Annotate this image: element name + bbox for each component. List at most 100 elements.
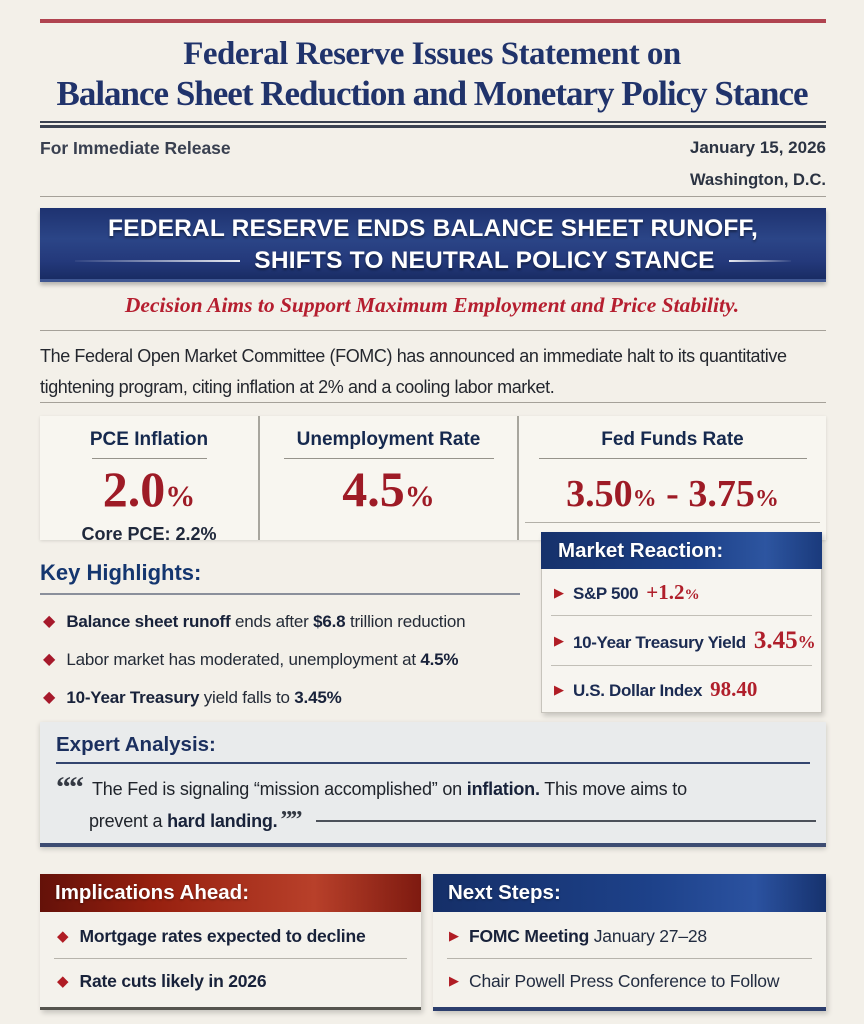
market-value: 98.40 [710,677,758,701]
implications-box: Implications Ahead: ◆ Mortgage rates expe… [40,874,421,1010]
text-segment: Labor market has moderated, unemployment… [66,650,421,669]
text-segment: yield falls to [199,688,295,707]
market-row: ▶ S&P 500 +1.2% [551,569,812,616]
expert-analysis-panel: Expert Analysis: ““ The Fed is signaling… [40,722,826,847]
diamond-bullet-icon: ◆ [43,651,56,668]
next-steps-heading: Next Steps: [433,874,826,912]
quote-text-1: The Fed is signaling “mission accomplish… [92,777,687,801]
stat-card-unemployment: Unemployment Rate 4.5% [258,416,517,540]
text-segment: Balance sheet runoff [66,612,231,631]
triangle-bullet-icon: ▶ [449,973,459,988]
next-steps-list: ▶ FOMC Meeting January 27–28 ▶ Chair Powell… [433,912,826,1007]
text-segment: ends after [230,612,314,631]
expert-quote-line2: prevent a hard landing. ”” [89,807,817,834]
stat-subvalue: Core PCE: 2.2% [81,524,217,544]
highlight-text: Labor market has moderated, unemployment… [66,649,458,671]
triangle-bullet-icon: ▶ [449,928,459,943]
next-step-item: ▶ Chair Powell Press Conference to Follow [447,959,812,1003]
key-highlights-rule [40,593,520,595]
market-label: 10-Year Treasury Yield [573,633,746,652]
open-quote-icon: ““ [56,771,84,804]
text-segment: inflation. [466,779,540,799]
banner-line2: SHIFTS TO NEUTRAL POLICY STANCE [254,247,715,274]
triangle-bullet-icon: ▶ [554,681,564,697]
stat-label-rule [91,458,207,459]
release-label: For Immediate Release [40,138,231,158]
implications-list: ◆ Mortgage rates expected to decline ◆ Rate… [40,912,421,1007]
market-reaction-list: ▶ S&P 500 +1.2% ▶ 10-Year Treasury Yield 3.45… [542,569,821,712]
stat-card-pce-inflation: PCE Inflation 2.0% Core PCE: 2.2% [40,416,258,544]
text-segment: prevent a [89,811,168,831]
stat-card-fed-funds: Fed Funds Rate 3.50% - 3.75% [517,416,826,540]
page-title-line1: Federal Reserve Issues Statement on [183,36,681,72]
item-text: FOMC Meeting January 27–28 [469,924,707,948]
masthead-bottom-rule [40,196,826,197]
text-segment: 3.45% [294,688,342,707]
market-reaction-heading: Market Reaction: [541,532,822,569]
banner-dash-left [75,260,241,262]
banner-dash-right [728,260,791,262]
text-segment: This move aims to [539,779,687,799]
release-meta: January 15, 2026 Washington, D.C. [690,138,826,190]
triangle-bullet-icon: ▶ [554,633,564,648]
banner-line2-wrap: SHIFTS TO NEUTRAL POLICY STANCE [75,247,791,275]
expert-analysis-rule [56,762,810,764]
close-quote-icon: ”” [280,807,302,833]
diamond-bullet-icon: ◆ [57,928,69,945]
page-title: Federal Reserve Issues Statement on Bala… [0,34,864,114]
text-segment: FOMC Meeting [469,926,590,946]
stat-label: Unemployment Rate [296,429,481,450]
headline-banner: FEDERAL RESERVE ENDS BALANCE SHEET RUNOF… [40,208,826,282]
triangle-bullet-icon: ▶ [554,584,564,600]
text-segment: Chair Powell Press Conference to Follow [469,971,780,991]
item-text: Chair Powell Press Conference to Follow [469,969,779,993]
stat-value: 4.5% [342,461,435,517]
item-text: Rate cuts likely in 2026 [80,969,267,993]
market-value: 3.45% [753,627,816,654]
key-highlights-list: ◆ Balance sheet runoff ends after $6.8 tr… [40,611,532,709]
text-segment: The Fed is signaling “mission accomplish… [92,779,467,799]
intro-paragraph: The Federal Open Market Committee (FOMC)… [40,346,787,397]
next-step-item: ▶ FOMC Meeting January 27–28 [447,914,812,959]
stat-value: 3.50% - 3.75% [566,473,779,515]
key-highlights-heading: Key Highlights: [40,560,202,585]
stat-label: Fed Funds Rate [601,429,744,450]
quote-underline [316,820,817,822]
text-segment: 10-Year Treasury [66,688,200,707]
banner-line1: FEDERAL RESERVE ENDS BALANCE SHEET RUNOF… [107,215,759,242]
highlight-item: ◆ Labor market has moderated, unemploymen… [40,649,532,671]
diamond-bullet-icon: ◆ [57,973,69,990]
stat-value: 2.0% [102,461,196,517]
implication-item: ◆ Mortgage rates expected to decline [54,914,407,959]
release-location: Washington, D.C. [690,171,826,189]
intro-divider-bottom [40,402,826,403]
market-label: U.S. Dollar Index [573,681,703,700]
intro-divider-top [40,330,826,331]
text-segment: Rate cuts likely in 2026 [79,971,267,991]
stat-label-rule [538,458,807,459]
implications-heading: Implications Ahead: [40,874,421,912]
text-segment: January 27–28 [589,926,707,946]
market-row: ▶ 10-Year Treasury Yield 3.45% [551,616,816,666]
market-row: ▶ U.S. Dollar Index 98.40 [551,666,812,712]
stats-panel: PCE Inflation 2.0% Core PCE: 2.2% Unempl… [40,416,826,544]
expert-quote-line1: ““ The Fed is signaling “mission accompl… [56,771,810,804]
item-text: Mortgage rates expected to decline [80,924,366,948]
market-label: S&P 500 [573,584,639,603]
diamond-bullet-icon: ◆ [43,613,56,630]
release-date: January 15, 2026 [689,138,826,157]
next-steps-box: Next Steps: ▶ FOMC Meeting January 27–28 ▶… [433,874,826,1011]
quote-text-2: prevent a hard landing. [89,809,278,833]
stat-label-rule [283,458,494,459]
market-value: +1.2% [646,580,700,604]
banner-subtitle: Decision Aims to Support Maximum Employm… [124,293,740,317]
top-red-rule [40,19,826,23]
highlight-text: 10-Year Treasury yield falls to 3.45% [66,687,341,709]
text-segment: hard landing. [167,811,278,831]
diamond-bullet-icon: ◆ [43,689,56,706]
expert-analysis-heading: Expert Analysis: [56,733,216,756]
text-segment: 4.5% [420,650,459,669]
key-highlights-section: Key Highlights: ◆ Balance sheet runoff en… [40,560,532,709]
headline-divider [40,121,826,128]
